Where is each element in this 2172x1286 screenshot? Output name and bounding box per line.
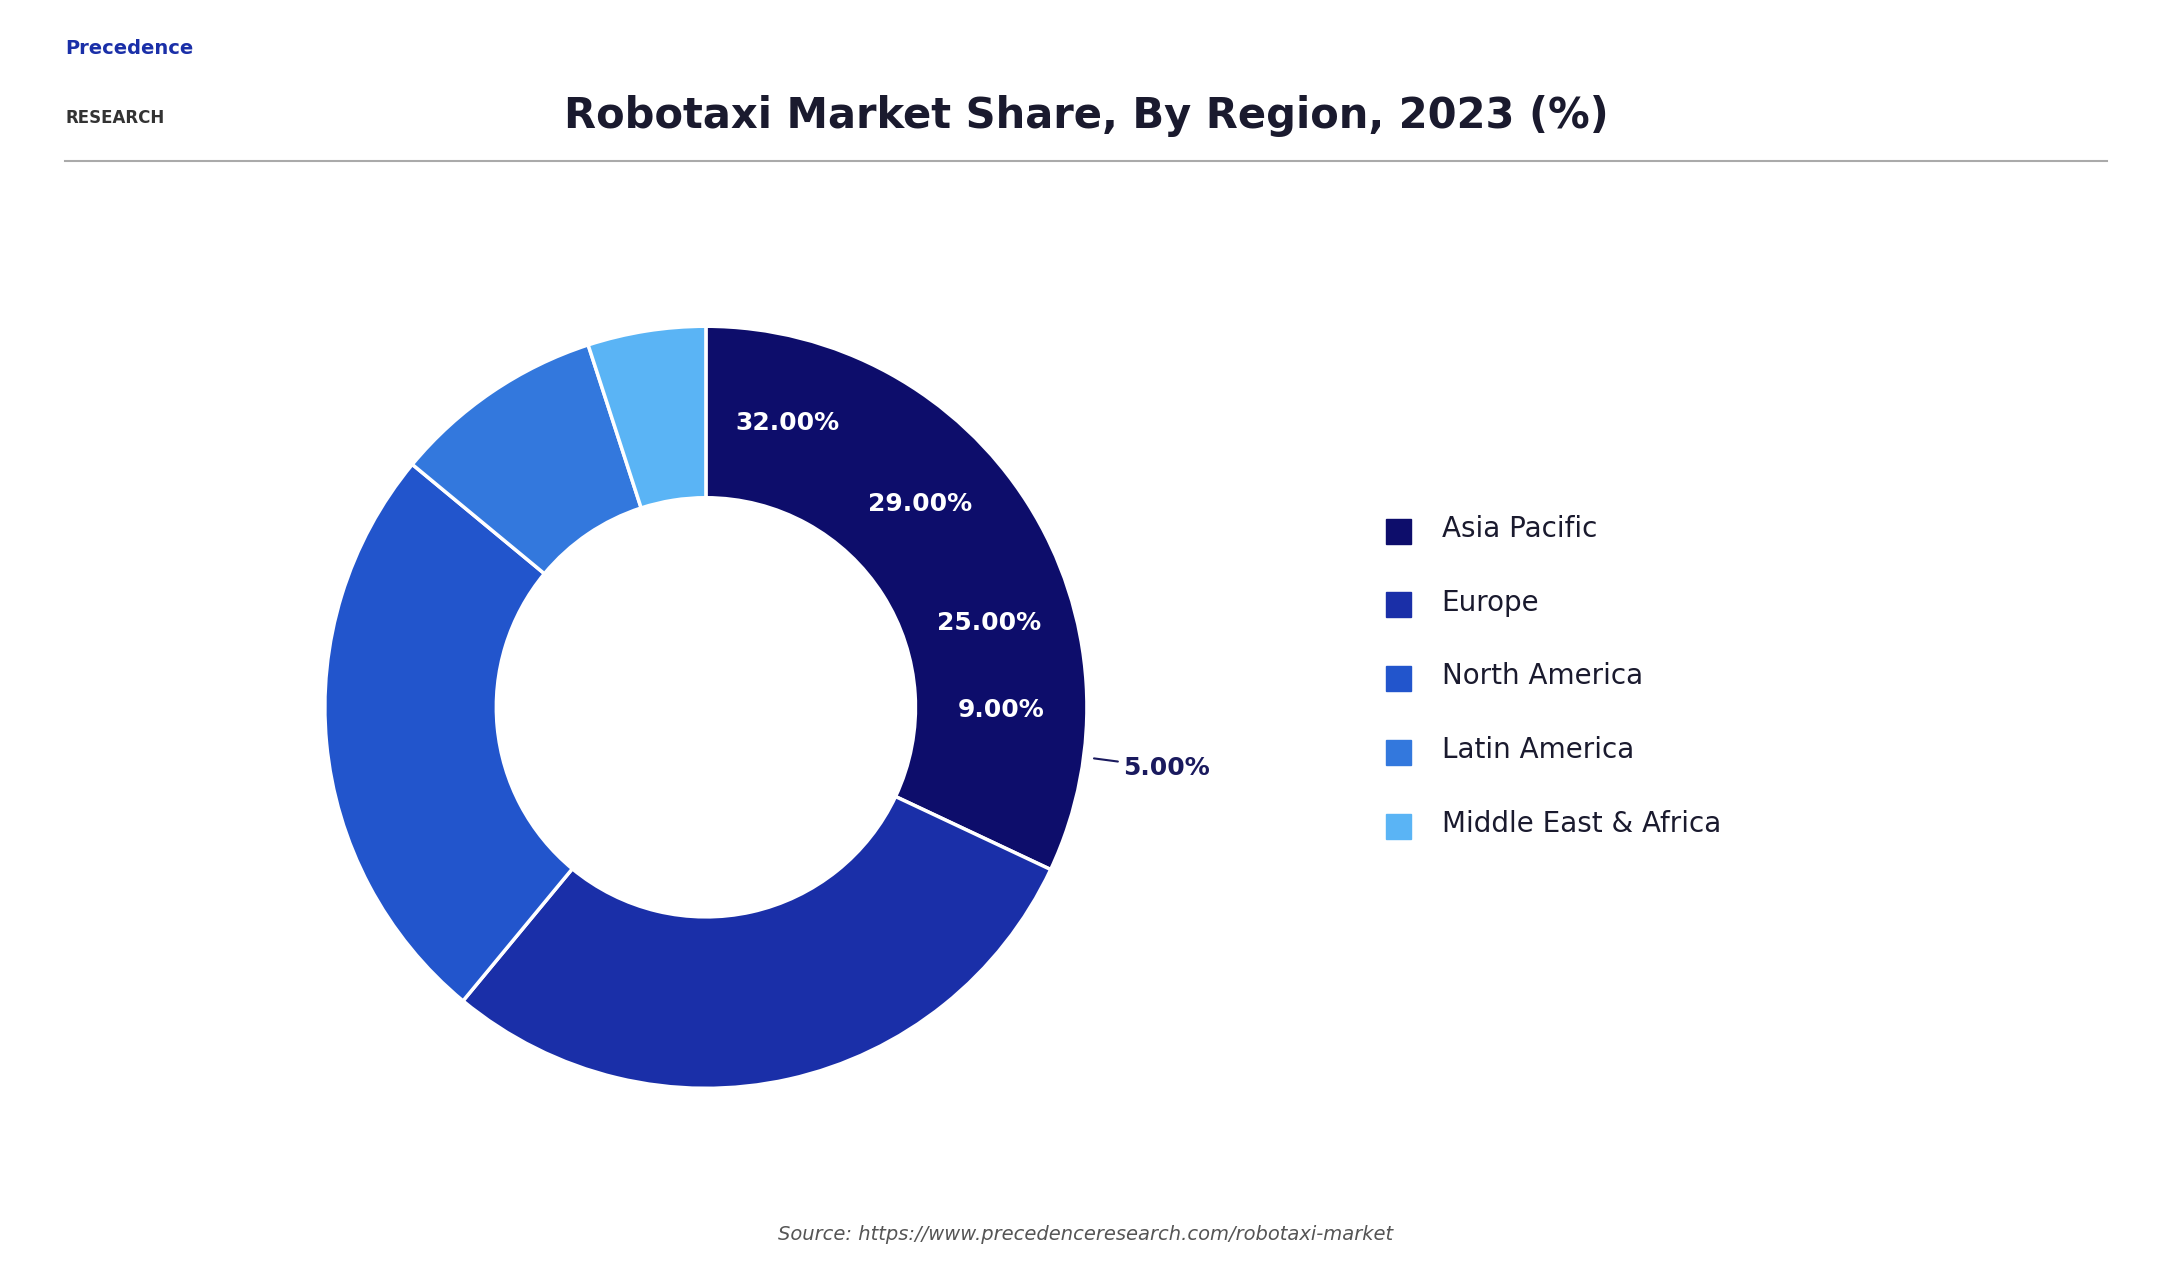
Wedge shape [706, 327, 1086, 869]
Text: 9.00%: 9.00% [958, 698, 1045, 721]
Legend: Asia Pacific, Europe, North America, Latin America, Middle East & Africa: Asia Pacific, Europe, North America, Lat… [1358, 484, 1748, 867]
Wedge shape [326, 464, 571, 1001]
Text: 29.00%: 29.00% [869, 493, 973, 516]
Wedge shape [589, 327, 706, 508]
Wedge shape [463, 796, 1051, 1088]
Text: 5.00%: 5.00% [1095, 756, 1210, 781]
Text: 25.00%: 25.00% [936, 611, 1040, 635]
Text: RESEARCH: RESEARCH [65, 109, 165, 127]
Text: Source: https://www.precedenceresearch.com/robotaxi-market: Source: https://www.precedenceresearch.c… [778, 1226, 1394, 1244]
Text: Precedence: Precedence [65, 39, 193, 58]
Text: Robotaxi Market Share, By Region, 2023 (%): Robotaxi Market Share, By Region, 2023 (… [563, 95, 1609, 136]
Wedge shape [413, 345, 641, 574]
Text: 32.00%: 32.00% [736, 412, 838, 436]
